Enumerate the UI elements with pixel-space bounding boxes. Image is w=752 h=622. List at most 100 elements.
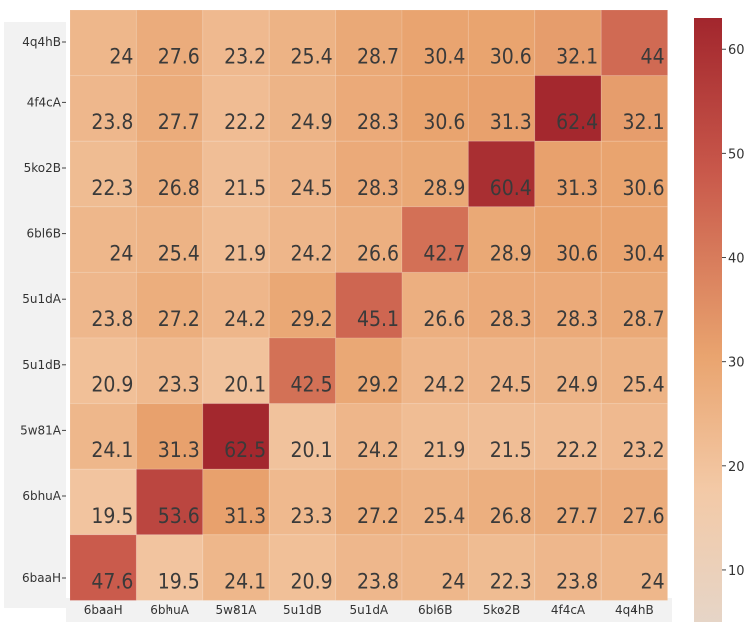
colorbar-tick-label: 40 (728, 252, 745, 267)
cell-value-label: 23.8 (556, 569, 598, 593)
cell-value-label: 23.8 (357, 569, 399, 593)
cell-value-label: 31.3 (224, 504, 266, 528)
cell-value-label: 22.2 (224, 110, 266, 134)
y-tick-label: 5u1dA (22, 292, 61, 306)
cell-value-label: 28.3 (490, 307, 532, 331)
heatmap-cell (135, 140, 204, 208)
cell-value-label: 62.5 (224, 438, 266, 462)
heatmap-cell (202, 140, 270, 208)
heatmap-cell (69, 206, 137, 273)
heatmap-cell (69, 75, 137, 142)
heatmap-cell (600, 206, 669, 273)
y-axis: 4q4hB 4f4cA 5ko2B 6bl6B 5u1dA 5u1dB 5w81A 6bhuA… (20, 35, 66, 585)
cell-value-label: 20.9 (91, 373, 133, 397)
heatmap-cell (401, 271, 469, 339)
heatmap-cells: 24 27.6 23.2 25.4 28.7 30.4 30.6 32.1 44 23.8 27.7… (69, 9, 669, 601)
cell-value-label: 24.1 (91, 438, 133, 462)
y-axis-panel (4, 22, 66, 608)
heatmap-cell (69, 403, 137, 470)
cell-value-label: 25.4 (423, 504, 465, 528)
y-tick-label: 5w81A (20, 423, 62, 437)
cell-value-label: 21.5 (490, 438, 532, 462)
y-tick-label: 5u1dB (22, 358, 61, 372)
heatmap-cell (202, 206, 270, 273)
heatmap-cell (600, 75, 669, 142)
x-tick-label: 6bl6B (418, 603, 452, 617)
cell-value-label: 20.1 (291, 438, 333, 462)
cell-value-label: 21.5 (224, 176, 266, 200)
cell-value-label: 19.5 (158, 569, 200, 593)
cell-value-label: 29.2 (357, 373, 399, 397)
cell-value-label: 27.6 (158, 45, 200, 69)
heatmap-cell (467, 534, 536, 601)
x-tick-label: 4f4cA (551, 603, 586, 617)
heatmap-cell (534, 206, 602, 273)
heatmap-cell (335, 206, 403, 273)
cell-value-label: 28.3 (357, 176, 399, 200)
cell-value-label: 28.3 (357, 110, 399, 134)
heatmap-cell (335, 271, 403, 339)
heatmap-cell (534, 9, 602, 77)
heatmap-cell (135, 534, 204, 601)
heatmap-cell (202, 403, 270, 470)
cell-value-label: 24 (641, 569, 665, 593)
cell-value-label: 23.8 (91, 307, 133, 331)
x-tick-label: 5ko2B (483, 603, 520, 617)
colorbar-tick-label: 50 (728, 147, 745, 162)
heatmap-cell (534, 468, 602, 536)
cell-value-label: 23.3 (291, 504, 333, 528)
heatmap-cell (401, 140, 469, 208)
cell-value-label: 27.2 (158, 307, 200, 331)
heatmap-cell (69, 271, 137, 339)
colorbar-gradient (694, 18, 722, 622)
heatmap-cell (268, 337, 337, 405)
heatmap-cell (401, 337, 469, 405)
heatmap-cell (202, 468, 270, 536)
heatmap-cell (135, 403, 204, 470)
heatmap-cell (268, 271, 337, 339)
heatmap-cell (401, 403, 469, 470)
cell-value-label: 27.2 (357, 504, 399, 528)
cell-value-label: 24.5 (291, 176, 333, 200)
cell-value-label: 29.2 (291, 307, 333, 331)
x-axis: 6baaH 6bhuA 5w81A 5u1dB 5u1dA 6bl6B 5ko2B 4f4cA… (84, 603, 654, 617)
y-tick-label: 6bhuA (22, 489, 61, 503)
x-tick-label: 6baaH (84, 603, 123, 617)
heatmap-cell (467, 9, 536, 77)
cell-value-label: 28.9 (490, 241, 532, 265)
colorbar-tick-label: 60 (728, 43, 745, 58)
heatmap-cell (467, 403, 536, 470)
heatmap-cell (467, 271, 536, 339)
cell-value-label: 24.2 (291, 241, 333, 265)
cell-value-label: 62.4 (556, 110, 598, 134)
cell-value-label: 23.2 (224, 45, 266, 69)
cell-value-label: 25.4 (158, 241, 200, 265)
cell-value-label: 24 (109, 241, 133, 265)
cell-value-label: 23.2 (623, 438, 665, 462)
cell-value-label: 19.5 (91, 504, 133, 528)
y-tick-label: 4f4cA (27, 95, 62, 109)
cell-value-label: 26.8 (490, 504, 532, 528)
heatmap-cell (335, 534, 403, 601)
cell-value-label: 30.4 (623, 241, 665, 265)
y-tick-label: 6bl6B (27, 227, 61, 241)
cell-value-label: 25.4 (291, 45, 333, 69)
cell-value-label: 30.6 (423, 110, 465, 134)
cell-value-label: 24.2 (423, 373, 465, 397)
cell-value-label: 25.4 (623, 373, 665, 397)
heatmap-cell (335, 9, 403, 77)
heatmap-cell (135, 271, 204, 339)
heatmap-cell (268, 206, 337, 273)
heatmap-cell (135, 75, 204, 142)
x-tick-label: 5u1dA (349, 603, 388, 617)
heatmap-cell (268, 9, 337, 77)
heatmap-cell (600, 468, 669, 536)
heatmap-cell (534, 337, 602, 405)
cell-value-label: 27.6 (623, 504, 665, 528)
heatmap-cell (268, 403, 337, 470)
cell-value-label: 20.1 (224, 373, 266, 397)
cell-value-label: 24.5 (490, 373, 532, 397)
heatmap-cell (135, 9, 204, 77)
heatmap-cell (335, 468, 403, 536)
